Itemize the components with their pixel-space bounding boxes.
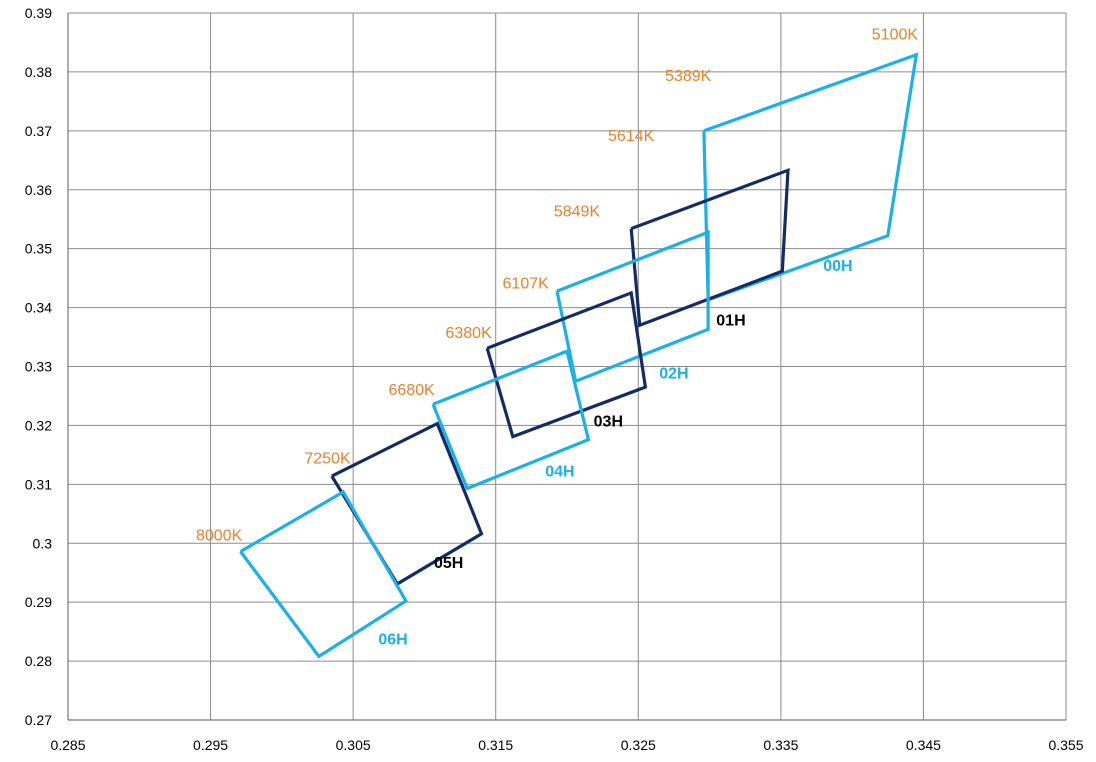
x-tick-label: 0.325 xyxy=(621,737,656,753)
y-tick-label: 0.35 xyxy=(25,241,52,257)
cct-annotation: 8000K xyxy=(196,527,243,544)
annotation-group: 5100K 5389K 5614K 5849K 6107K 6380K 6680K 7250K… xyxy=(196,27,918,545)
cct-annotation: 5389K xyxy=(665,68,712,85)
series-06h-outline xyxy=(239,489,409,659)
cct-annotation: 7250K xyxy=(304,451,351,468)
x-tick-label: 0.285 xyxy=(50,737,85,753)
cct-annotation: 6380K xyxy=(445,325,492,342)
y-tick-label: 0.29 xyxy=(25,594,52,610)
series-04h-outline xyxy=(431,349,591,491)
series-01h-outline xyxy=(629,167,790,328)
series-02h-label: 02H xyxy=(659,365,688,382)
y-tick-label: 0.38 xyxy=(25,64,52,80)
y-tick-label: 0.37 xyxy=(25,123,52,139)
series-00h-label: 00H xyxy=(823,258,852,275)
series-01h-label: 01H xyxy=(716,312,745,329)
series-04h-label: 04H xyxy=(545,464,574,481)
cct-annotation: 6107K xyxy=(503,276,550,293)
y-tick-label: 0.3 xyxy=(33,535,53,551)
x-tick-label: 0.345 xyxy=(906,737,941,753)
y-tick-label: 0.34 xyxy=(25,300,52,316)
series-05h-label: 05H xyxy=(434,555,463,572)
y-tick-label: 0.33 xyxy=(25,359,52,375)
cct-annotation: 5849K xyxy=(554,203,601,220)
series-03h-label: 03H xyxy=(594,414,623,431)
series-02h-outline xyxy=(555,229,710,384)
cct-annotation: 5100K xyxy=(872,27,919,44)
grid xyxy=(67,12,1067,721)
axes: 0.285 0.295 0.305 0.315 0.325 0.335 0.345 0.355… xyxy=(25,5,1084,753)
series-03h-outline xyxy=(485,290,648,439)
x-tick-label: 0.355 xyxy=(1048,737,1083,753)
series-00h-outline xyxy=(702,52,919,303)
y-tick-label: 0.39 xyxy=(25,5,52,21)
y-tick-label: 0.27 xyxy=(25,712,52,728)
x-tick-label: 0.305 xyxy=(336,737,371,753)
y-tick-label: 0.32 xyxy=(25,417,52,433)
cct-annotation: 5614K xyxy=(608,128,655,145)
series-group: 00H 01H 02H 03H 04H 05H 06H xyxy=(239,52,919,659)
series-06h-label: 06H xyxy=(378,632,407,649)
y-tick-label: 0.36 xyxy=(25,182,52,198)
x-tick-label: 0.315 xyxy=(478,737,513,753)
x-tick-label: 0.335 xyxy=(763,737,798,753)
x-tick-label: 0.295 xyxy=(193,737,228,753)
y-tick-label: 0.31 xyxy=(25,476,52,492)
cct-annotation: 6680K xyxy=(388,382,435,399)
y-tick-label: 0.28 xyxy=(25,653,52,669)
